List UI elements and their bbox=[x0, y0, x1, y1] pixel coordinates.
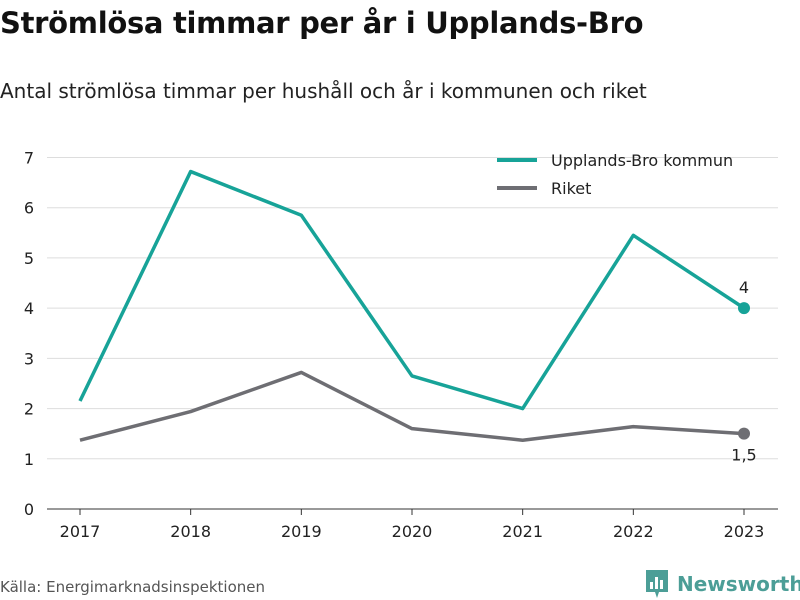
y-tick-label: 6 bbox=[24, 199, 34, 218]
source-note: Källa: Energimarknadsinspektionen bbox=[0, 578, 266, 596]
brand-logo[interactable]: Newsworthy bbox=[644, 568, 800, 600]
x-tick-label: 2017 bbox=[60, 522, 101, 541]
y-tick-label: 0 bbox=[24, 500, 34, 519]
chart-legend: Upplands-Bro kommun Riket bbox=[497, 151, 733, 198]
legend-item[interactable]: Riket bbox=[497, 179, 591, 198]
y-tick-label: 4 bbox=[24, 299, 34, 318]
series-upplands-bro: 4 bbox=[78, 169, 750, 411]
y-tick-label: 1 bbox=[24, 450, 34, 469]
y-tick-label: 3 bbox=[24, 349, 34, 368]
x-tick-label: 2019 bbox=[281, 522, 322, 541]
x-tick-label: 2020 bbox=[392, 522, 433, 541]
chart-subtitle: Antal strömlösa timmar per hushåll och å… bbox=[0, 79, 647, 103]
series-riket: 1,5 bbox=[79, 370, 757, 465]
y-tick-label: 7 bbox=[24, 149, 34, 168]
y-axis-ticks: 0 1 2 3 4 5 6 7 bbox=[24, 149, 34, 520]
series-line bbox=[79, 370, 745, 442]
y-tick-label: 5 bbox=[24, 249, 34, 268]
chart-title: Strömlösa timmar per år i Upplands-Bro bbox=[0, 6, 644, 40]
end-value-label: 4 bbox=[739, 278, 749, 297]
newsworthy-logo-icon bbox=[646, 570, 668, 598]
end-point-marker[interactable] bbox=[738, 427, 750, 440]
end-point-marker[interactable] bbox=[738, 302, 750, 315]
end-value-label: 1,5 bbox=[731, 446, 756, 465]
legend-label: Upplands-Bro kommun bbox=[551, 151, 733, 170]
x-tick-label: 2018 bbox=[170, 522, 211, 541]
grid-lines bbox=[47, 157, 778, 460]
series-lines: 41,5 bbox=[78, 169, 757, 465]
brand-name: Newsworthy bbox=[677, 572, 800, 596]
y-tick-label: 2 bbox=[24, 400, 34, 419]
x-axis: 2017 2018 2019 2020 2021 2022 2023 bbox=[47, 508, 778, 541]
x-tick-label: 2023 bbox=[724, 522, 765, 541]
legend-label: Riket bbox=[551, 179, 591, 198]
x-tick-label: 2022 bbox=[613, 522, 654, 541]
legend-item[interactable]: Upplands-Bro kommun bbox=[497, 151, 733, 170]
series-line bbox=[78, 169, 745, 411]
x-tick-label: 2021 bbox=[502, 522, 543, 541]
